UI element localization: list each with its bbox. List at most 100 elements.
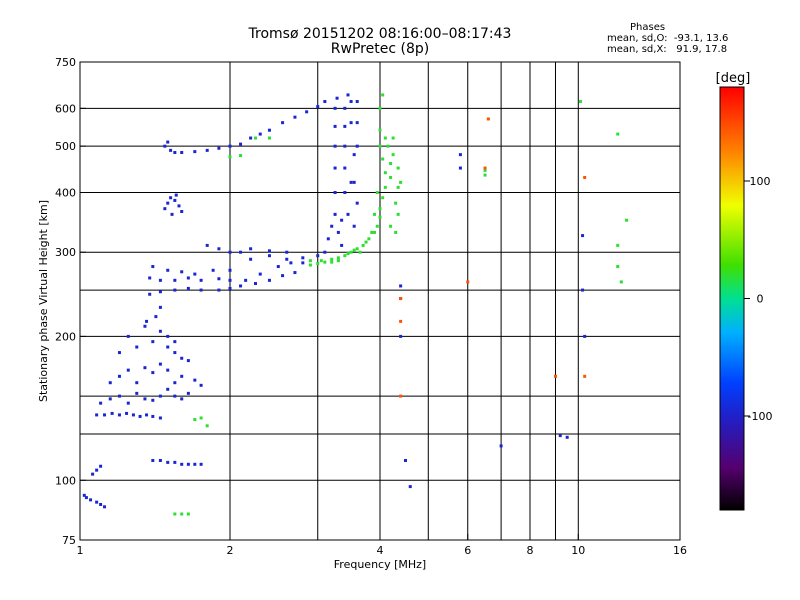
data-point (186, 462, 190, 466)
data-point (352, 248, 356, 252)
data-point (166, 368, 170, 372)
data-point (199, 416, 203, 420)
data-point (125, 411, 129, 415)
data-point (205, 243, 209, 247)
data-point (578, 100, 582, 104)
data-point (166, 460, 170, 464)
data-point (466, 280, 470, 284)
data-point (180, 356, 184, 360)
data-point (239, 142, 243, 146)
data-point (367, 237, 371, 241)
data-point (249, 247, 253, 251)
data-point (158, 362, 162, 366)
data-point (199, 462, 203, 466)
data-point (381, 93, 385, 97)
data-point (169, 196, 173, 200)
data-point (499, 444, 503, 448)
data-point (158, 278, 162, 282)
data-point (173, 460, 177, 464)
data-point (193, 462, 197, 466)
data-point (95, 413, 99, 417)
data-point (583, 334, 587, 338)
data-point (151, 398, 155, 402)
data-point (616, 243, 620, 247)
data-point (258, 132, 262, 136)
data-point (330, 224, 334, 228)
data-point (239, 284, 243, 288)
data-point (166, 201, 170, 205)
x-tick-label: 10 (571, 544, 585, 557)
x-tick-label: 4 (377, 544, 384, 557)
data-point (117, 374, 121, 378)
data-point (166, 345, 170, 349)
data-point (151, 458, 155, 462)
data-point (239, 250, 243, 254)
data-point (82, 493, 86, 497)
data-point (399, 394, 403, 398)
data-point (373, 212, 377, 216)
data-point (316, 262, 320, 266)
chart-subtitle: RwPretec (8p) (330, 41, 430, 57)
data-point (378, 144, 382, 148)
data-point (335, 96, 339, 100)
data-point (126, 334, 130, 338)
data-point (336, 256, 340, 260)
data-point (378, 128, 382, 132)
data-point (180, 397, 184, 401)
data-point (386, 144, 390, 148)
data-point (91, 472, 95, 476)
colorbar-tick-label: -100 (748, 410, 773, 423)
data-point (349, 250, 353, 254)
x-tick-label: 6 (464, 544, 471, 557)
data-point (408, 485, 412, 489)
data-point (151, 265, 155, 269)
data-point (399, 297, 403, 301)
data-point (117, 413, 121, 417)
data-point (383, 185, 387, 189)
data-point (205, 424, 209, 428)
data-point (267, 254, 271, 258)
data-point (95, 500, 99, 504)
data-point (135, 381, 139, 385)
data-point (355, 201, 359, 205)
data-point (355, 100, 359, 104)
axes: 1 2 4 6 8 10 16 75 100 200 300 400 500 600 750 (55, 56, 687, 557)
data-point (319, 259, 323, 263)
data-point (308, 263, 312, 267)
data-point (249, 136, 253, 140)
data-point (249, 257, 253, 261)
data-point (281, 121, 285, 125)
data-point (316, 254, 320, 258)
data-point (170, 212, 174, 216)
data-point (126, 401, 130, 405)
data-point (173, 150, 177, 154)
data-point (352, 224, 356, 228)
data-point (173, 512, 177, 516)
data-point (174, 193, 178, 197)
data-point (391, 153, 395, 157)
data-point (399, 180, 403, 184)
x-axis-label: Frequency [MHz] (334, 558, 426, 571)
colorbar: 100 0 -100 (719, 86, 773, 511)
data-point (381, 196, 385, 200)
y-axis-label: Stationary phase Virtual Height [km] (37, 200, 50, 402)
data-point (483, 168, 487, 172)
data-point (343, 124, 347, 128)
data-point (486, 117, 490, 121)
data-point (346, 252, 350, 256)
data-point (333, 144, 337, 148)
data-point (316, 105, 320, 109)
data-point (378, 106, 382, 110)
data-point (228, 155, 232, 159)
data-point (258, 272, 262, 276)
data-point (383, 136, 387, 140)
data-point (333, 212, 337, 216)
data-point (558, 434, 562, 438)
data-point (186, 512, 190, 516)
data-point (364, 240, 368, 244)
data-point (289, 261, 293, 265)
data-point (619, 280, 623, 284)
data-point (373, 230, 377, 234)
data-points (82, 93, 629, 516)
data-point (346, 93, 350, 97)
